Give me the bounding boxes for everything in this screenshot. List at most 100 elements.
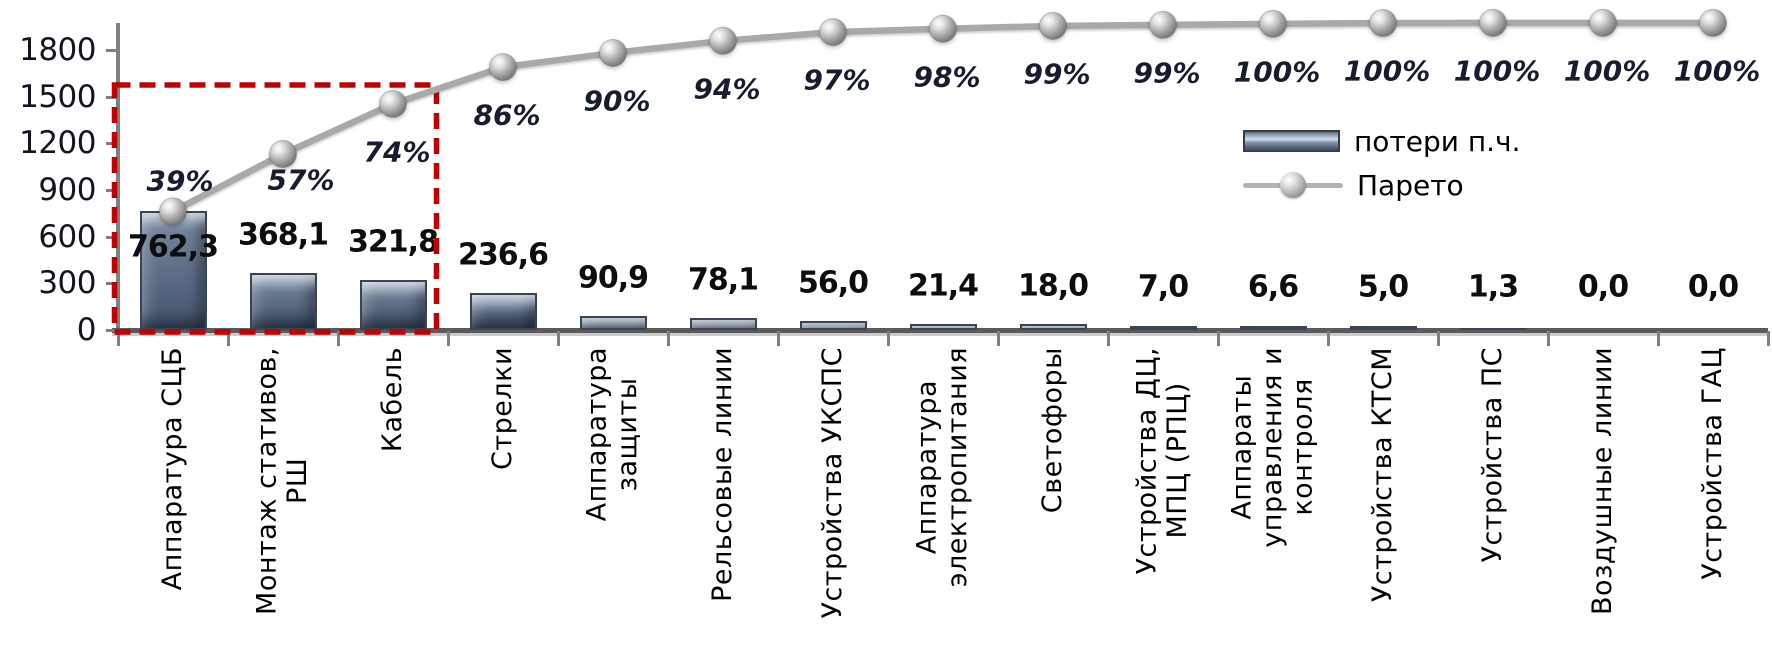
pareto-point-label: 57% [267,163,335,197]
category-label: Аппаратура электропитания [911,347,974,588]
pareto-point-label: 39% [146,164,214,198]
pareto-point-label: 98% [913,60,981,94]
bar-value-label: 5,0 [1357,269,1409,305]
pareto-marker [819,18,847,47]
y-axis-tick-label: 1200 [19,125,96,162]
pareto-marker [929,14,957,43]
category-label: Аппараты управления и контроля [1226,347,1319,548]
legend-label-losses: потери п.ч. [1354,124,1521,158]
pareto-marker [1149,10,1177,39]
bar [579,315,647,330]
x-axis-tick [227,331,230,346]
pareto-point-label: 86% [473,98,541,132]
category-label: Устройства ПС [1476,347,1508,563]
bar [689,317,757,330]
pareto-point-label: 99% [1133,56,1201,90]
y-axis-tick [106,95,118,99]
y-axis-tick-label: 0 [76,312,97,348]
y-axis-tick [106,282,118,286]
bar-value-label: 18,0 [1017,268,1089,304]
category-label: Стрелки [486,347,518,470]
pareto-point-label: 100% [1343,54,1431,88]
pareto-point-label: 99% [1023,57,1091,91]
x-axis-tick [997,331,1000,346]
category-label: Устройства КТСМ [1366,347,1398,603]
pareto-marker [1479,8,1507,37]
bar [249,272,317,330]
y-axis-tick [106,188,118,192]
legend-item-losses: потери п.ч. [1243,124,1521,158]
y-axis-line [116,23,120,334]
legend-label-pareto: Парето [1357,168,1464,202]
bar [909,324,977,330]
category-label: Рельсовые линии [706,347,738,602]
y-axis-tick [106,48,118,52]
y-axis-tick-label: 900 [38,171,96,208]
bar [1239,326,1307,330]
bar-value-label: 7,0 [1137,269,1189,305]
pareto-point-label: 74% [363,135,431,169]
bar-value-label: 6,6 [1247,269,1299,305]
bar [1129,326,1197,330]
pareto-marker [1039,11,1067,40]
x-axis-tick [1437,331,1440,346]
pareto-point-label: 97% [803,63,871,97]
bar-value-label: 368,1 [238,217,329,253]
x-axis-tick [1327,331,1330,346]
bar-value-label: 90,9 [577,260,649,296]
x-axis-tick [1107,331,1110,346]
y-axis-tick [106,142,118,146]
x-axis-tick [1547,331,1550,346]
y-axis-tick [106,235,118,239]
pareto-point-label: 90% [583,84,651,118]
pareto-point-label: 100% [1673,54,1761,88]
x-axis-line [112,328,1768,333]
bar-value-label: 21,4 [907,268,979,304]
pareto-marker [599,38,627,67]
category-label: Аппаратура защиты [581,347,644,522]
bar-value-label: 321,8 [348,224,439,260]
pareto-marker [489,53,517,82]
category-label: Монтаж стативов, РШ [251,347,314,615]
sphere-marker-icon [1280,172,1306,198]
pareto-marker [709,26,737,55]
bar [799,321,867,330]
pareto-point-label: 100% [1453,54,1541,88]
x-axis-tick [1217,331,1220,346]
category-label: Кабель [376,347,408,453]
legend-item-pareto: Парето [1243,168,1521,202]
line-series-swatch-icon [1243,171,1343,199]
x-axis-tick [887,331,890,346]
pareto-marker [1699,8,1727,37]
bar-value-label: 0,0 [1687,269,1739,305]
category-label: Светофоры [1036,347,1068,514]
x-axis-tick [667,331,670,346]
category-label: Устройства ДЦ, МПЦ (РПЦ) [1131,347,1194,575]
bar [359,279,427,330]
y-axis-tick-label: 1800 [19,31,96,68]
bar-value-label: 236,6 [458,237,549,273]
x-axis-tick [337,331,340,346]
bar-value-label: 1,3 [1467,269,1519,305]
pareto-marker [1369,9,1397,38]
bar-series-swatch-icon [1243,130,1340,152]
y-axis-tick-label: 600 [38,218,96,255]
x-axis-tick [1767,331,1770,346]
y-axis-tick-label: 300 [38,265,96,302]
x-axis-tick [117,331,120,346]
category-label: Устройства УКСПС [816,347,848,619]
bar [1349,326,1417,330]
category-label: Устройства ГАЦ [1696,347,1728,580]
x-axis-tick [557,331,560,346]
category-label: Воздушные линии [1586,347,1618,615]
x-axis-tick [777,331,780,346]
legend: потери п.ч. Парето [1243,124,1521,214]
bar [1019,324,1087,330]
pareto-point-label: 100% [1563,54,1651,88]
y-axis-tick-label: 1500 [19,78,96,115]
bar [1459,328,1527,330]
pareto-marker [1259,9,1287,38]
bar [469,293,537,330]
x-axis-tick [447,331,450,346]
